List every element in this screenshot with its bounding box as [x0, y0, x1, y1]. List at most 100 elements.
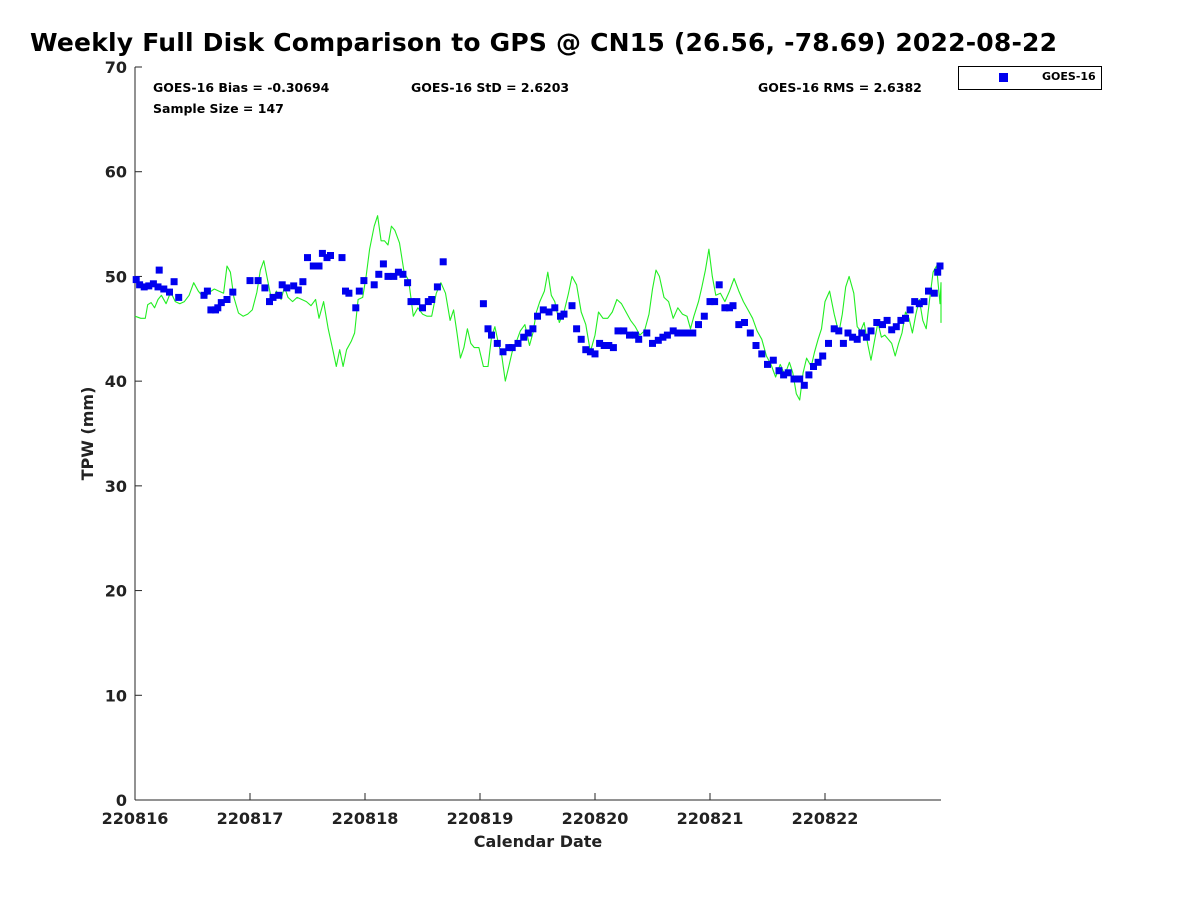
goes16-point	[689, 329, 697, 337]
goes16-point	[520, 333, 528, 341]
goes16-point	[758, 350, 766, 358]
goes16-point	[873, 319, 881, 326]
goes16-point	[674, 329, 682, 337]
goes16-point	[669, 327, 677, 335]
goes16-point	[315, 262, 323, 270]
goes16-point	[145, 282, 153, 290]
goes16-point	[663, 331, 671, 339]
goes16-point	[764, 360, 771, 368]
goes16-point	[545, 308, 553, 316]
goes16-point	[394, 268, 402, 276]
goes16-point	[140, 283, 148, 291]
goes16-point	[214, 304, 222, 312]
y-tick-label: 50	[105, 267, 127, 286]
goes16-point	[170, 278, 178, 286]
goes16-point	[493, 339, 501, 347]
goes16-point	[631, 331, 639, 339]
goes16-point	[360, 277, 368, 285]
goes16-point	[508, 344, 516, 352]
y-tick-label: 70	[105, 58, 127, 77]
x-tick-label: 220821	[677, 809, 744, 828]
goes16-point	[643, 329, 651, 337]
y-tick-label: 40	[105, 372, 127, 391]
goes16-point	[790, 375, 798, 383]
goes16-point	[203, 287, 211, 295]
goes16-point	[654, 336, 662, 344]
goes16-point	[649, 339, 656, 347]
goes16-point	[488, 331, 495, 339]
goes16-point	[784, 369, 792, 377]
goes16-point	[529, 325, 537, 333]
goes16-point	[586, 348, 594, 356]
goes16-point	[888, 326, 896, 334]
goes16-point	[327, 252, 334, 259]
goes16-point	[355, 287, 363, 295]
goes16-point	[911, 298, 919, 306]
goes16-point	[729, 302, 737, 310]
goes16-marker-layer	[132, 249, 944, 389]
goes16-point	[439, 258, 447, 266]
goes16-point	[318, 249, 326, 257]
x-tick-label: 220820	[562, 809, 629, 828]
goes16-point	[229, 288, 237, 296]
goes16-point	[614, 327, 622, 335]
goes16-point	[479, 300, 487, 308]
goes16-point	[862, 333, 870, 341]
goes16-point	[261, 284, 269, 292]
goes16-point	[484, 325, 492, 333]
goes16-point	[370, 281, 378, 289]
goes16-point	[700, 312, 708, 320]
goes16-point	[283, 284, 291, 292]
x-axis-title: Calendar Date	[474, 832, 603, 851]
goes16-point	[551, 304, 559, 312]
goes16-point	[835, 327, 843, 335]
goes16-point	[577, 335, 585, 343]
axis-labels: 0 10 20 30 40 50 60 70 220816 220817 220818 220819 2…	[78, 58, 858, 851]
goes16-point	[591, 350, 599, 358]
goes16-point	[741, 319, 748, 326]
goes16-point	[839, 339, 847, 347]
goes16-point	[352, 304, 360, 312]
goes16-point	[659, 333, 667, 341]
x-tick-label: 220817	[217, 809, 284, 828]
goes16-point	[207, 306, 215, 314]
stat-sample-size: Sample Size = 147	[153, 101, 284, 116]
goes16-point	[568, 302, 576, 310]
y-tick-label: 10	[105, 686, 127, 705]
goes16-point	[269, 293, 277, 301]
goes16-point	[390, 272, 398, 280]
goes16-point	[780, 371, 788, 379]
goes16-point	[304, 254, 311, 262]
legend-label-goes16: GOES-16	[1042, 70, 1096, 83]
stat-std: GOES-16 StD = 2.6203	[411, 80, 570, 95]
goes16-point	[375, 270, 383, 278]
goes16-point	[399, 270, 407, 278]
goes16-point	[825, 339, 832, 347]
goes16-point	[582, 346, 590, 354]
goes16-point	[920, 298, 928, 306]
legend-swatch-goes16	[999, 73, 1008, 82]
goes16-point	[925, 287, 932, 295]
goes16-point	[721, 304, 729, 312]
goes16-point	[775, 367, 783, 375]
goes16-point	[810, 363, 817, 370]
goes16-point	[246, 277, 254, 285]
x-tick-label: 220822	[792, 809, 859, 828]
goes16-point	[345, 289, 353, 297]
goes16-point	[735, 321, 743, 329]
goes16-point	[254, 277, 262, 285]
chart-title: Weekly Full Disk Comparison to GPS @ CN1…	[30, 28, 1058, 57]
goes16-point	[844, 329, 852, 337]
goes16-point	[275, 291, 283, 299]
goes16-point	[407, 298, 415, 306]
goes16-point	[154, 283, 162, 291]
goes16-point	[413, 298, 421, 306]
goes16-point	[883, 316, 891, 324]
goes16-point	[849, 333, 857, 341]
goes16-point	[600, 342, 608, 349]
gps-line-layer	[134, 215, 942, 401]
goes16-point	[149, 280, 157, 288]
goes16-point	[906, 306, 914, 314]
x-tick-label: 220816	[102, 809, 169, 828]
